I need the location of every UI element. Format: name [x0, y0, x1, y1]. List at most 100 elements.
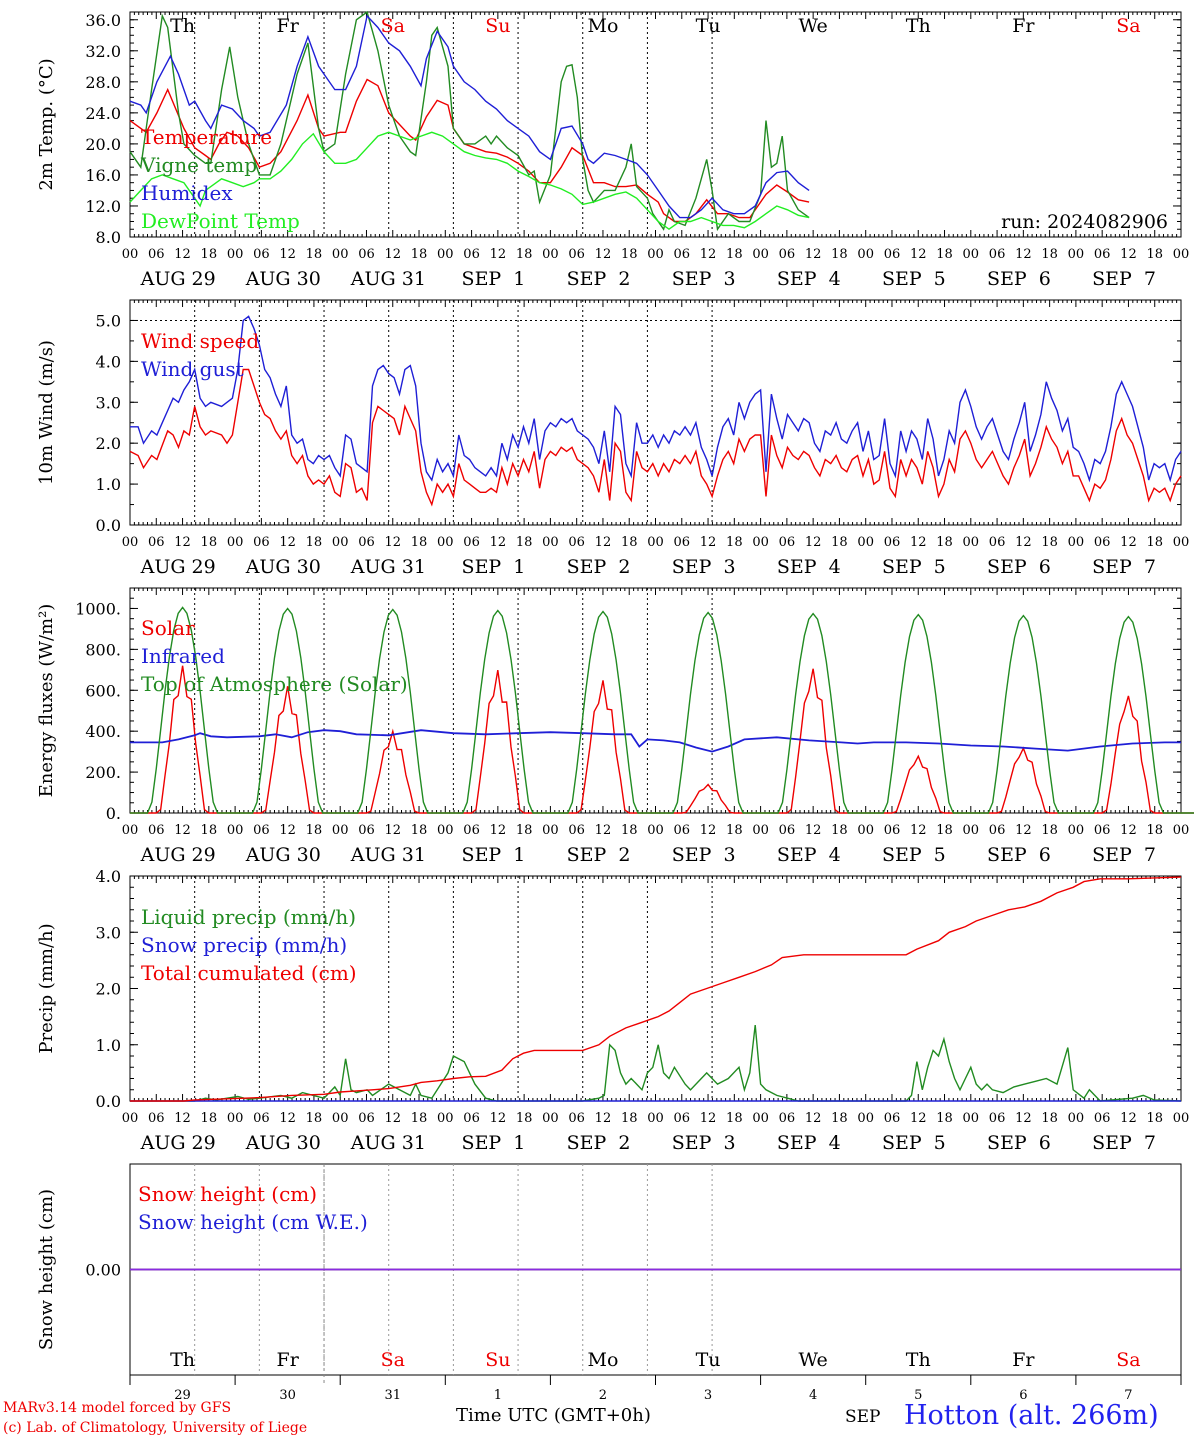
- hour-tick-label: 06: [779, 247, 796, 262]
- y-tick-label: 8.0: [96, 228, 121, 247]
- y-tick-label: 0.: [106, 804, 121, 823]
- day-number-label: 30: [279, 1388, 296, 1403]
- series-line-wind-speed: [129, 368, 1182, 507]
- hour-tick-label: 00: [1068, 535, 1085, 550]
- day-name-label: We: [799, 15, 828, 37]
- day-name-label: Th: [906, 15, 931, 37]
- day-name-label: Fr: [277, 15, 300, 37]
- hour-tick-label: 06: [989, 535, 1006, 550]
- y-tick-label: 1000.: [75, 599, 121, 618]
- day-name-label: Mo: [587, 15, 618, 37]
- hour-tick-label: 18: [306, 247, 323, 262]
- y-tick-label: 36.0: [85, 11, 121, 30]
- y-axis-label: Precip (mm/h): [36, 923, 57, 1053]
- month-label: SEP: [845, 1407, 881, 1427]
- y-tick-label: 3.0: [96, 393, 121, 412]
- hour-tick-label: 06: [148, 823, 165, 838]
- y-tick-label: 4.0: [96, 352, 121, 371]
- legend-entry: Vigne temp: [140, 153, 257, 177]
- series-line-infrared: [130, 729, 1181, 753]
- hour-tick-label: 00: [1173, 247, 1190, 262]
- date-label: SEP 3: [672, 844, 736, 866]
- hour-tick-label: 06: [1094, 1111, 1111, 1126]
- date-label: AUG 29: [140, 556, 216, 578]
- date-label: AUG 31: [350, 844, 426, 866]
- hour-tick-label: 18: [1146, 247, 1163, 262]
- hour-tick-label: 00: [1173, 823, 1190, 838]
- model-credit: MARv3.14 model forced by GFS: [3, 1400, 232, 1416]
- hour-tick-label: 12: [595, 535, 612, 550]
- panel-frame-0: [129, 11, 1182, 238]
- hour-tick-label: 06: [674, 823, 691, 838]
- hour-tick-label: 06: [989, 247, 1006, 262]
- hour-tick-label: 06: [1094, 823, 1111, 838]
- hour-tick-label: 18: [621, 823, 638, 838]
- date-label: AUG 31: [350, 1132, 426, 1154]
- hour-tick-label: 06: [358, 535, 375, 550]
- hour-tick-label: 06: [779, 823, 796, 838]
- lab-credit: (c) Lab. of Climatology, University of L…: [3, 1420, 308, 1436]
- hour-tick-label: 06: [989, 1111, 1006, 1126]
- date-label: SEP 2: [567, 844, 631, 866]
- day-number-label: 29: [174, 1388, 191, 1403]
- hour-tick-label: 12: [174, 823, 191, 838]
- hour-tick-label: 06: [1094, 247, 1111, 262]
- legend-entry: Humidex: [141, 181, 233, 205]
- hour-tick-label: 12: [910, 247, 927, 262]
- y-tick-label: 200.: [85, 763, 121, 782]
- day-name-label: Th: [906, 1349, 931, 1371]
- y-tick-label: 1.0: [96, 1036, 121, 1055]
- day-number-label: 6: [1019, 1388, 1027, 1403]
- hour-tick-label: 00: [437, 247, 454, 262]
- date-label: SEP 4: [777, 844, 841, 866]
- y-tick-label: 4.0: [96, 867, 121, 886]
- hour-tick-label: 18: [936, 823, 953, 838]
- hour-tick-label: 00: [647, 1111, 664, 1126]
- y-tick-label: 28.0: [85, 73, 121, 92]
- legend-entry: Solar: [141, 616, 195, 640]
- hour-tick-label: 00: [1068, 823, 1085, 838]
- date-label: SEP 4: [777, 1132, 841, 1154]
- date-label: SEP 4: [777, 556, 841, 578]
- hour-tick-label: 06: [674, 1111, 691, 1126]
- hour-tick-label: 18: [936, 247, 953, 262]
- date-label: SEP 4: [777, 268, 841, 290]
- hour-tick-label: 00: [542, 535, 559, 550]
- hour-tick-label: 00: [542, 1111, 559, 1126]
- date-label: SEP 7: [1092, 844, 1156, 866]
- hour-tick-label: 18: [516, 1111, 533, 1126]
- hour-tick-label: 18: [1041, 247, 1058, 262]
- hour-tick-label: 18: [831, 1111, 848, 1126]
- hour-tick-label: 00: [1173, 1111, 1190, 1126]
- hour-tick-label: 18: [726, 535, 743, 550]
- hour-tick-label: 00: [542, 823, 559, 838]
- date-label: SEP 5: [882, 268, 946, 290]
- day-name-label: Sa: [381, 1349, 405, 1371]
- hour-tick-label: 12: [384, 247, 401, 262]
- legend-entry: Wind speed: [141, 329, 259, 353]
- hour-tick-label: 12: [595, 1111, 612, 1126]
- hour-tick-label: 12: [805, 823, 822, 838]
- hour-tick-label: 18: [516, 823, 533, 838]
- y-tick-label: 0.0: [96, 516, 121, 535]
- date-label: SEP 6: [987, 844, 1051, 866]
- hour-tick-label: 06: [463, 1111, 480, 1126]
- date-label: AUG 31: [350, 268, 426, 290]
- date-label: SEP 3: [672, 556, 736, 578]
- day-name-label: Fr: [1012, 15, 1035, 37]
- day-number-label: 1: [494, 1388, 502, 1403]
- day-name-label: Sa: [1116, 1349, 1140, 1371]
- hour-tick-label: 12: [490, 535, 507, 550]
- y-tick-label: 2.0: [96, 980, 121, 999]
- hour-tick-label: 18: [411, 247, 428, 262]
- date-label: SEP 5: [882, 1132, 946, 1154]
- hour-tick-label: 06: [253, 535, 270, 550]
- hour-tick-label: 18: [831, 823, 848, 838]
- run-annotation: run: 2024082906: [1001, 211, 1168, 233]
- day-name-label: Fr: [1012, 1349, 1035, 1371]
- hour-tick-label: 00: [752, 535, 769, 550]
- hour-tick-label: 18: [726, 247, 743, 262]
- y-tick-label: 12.0: [85, 197, 121, 216]
- y-tick-label: 32.0: [85, 42, 121, 61]
